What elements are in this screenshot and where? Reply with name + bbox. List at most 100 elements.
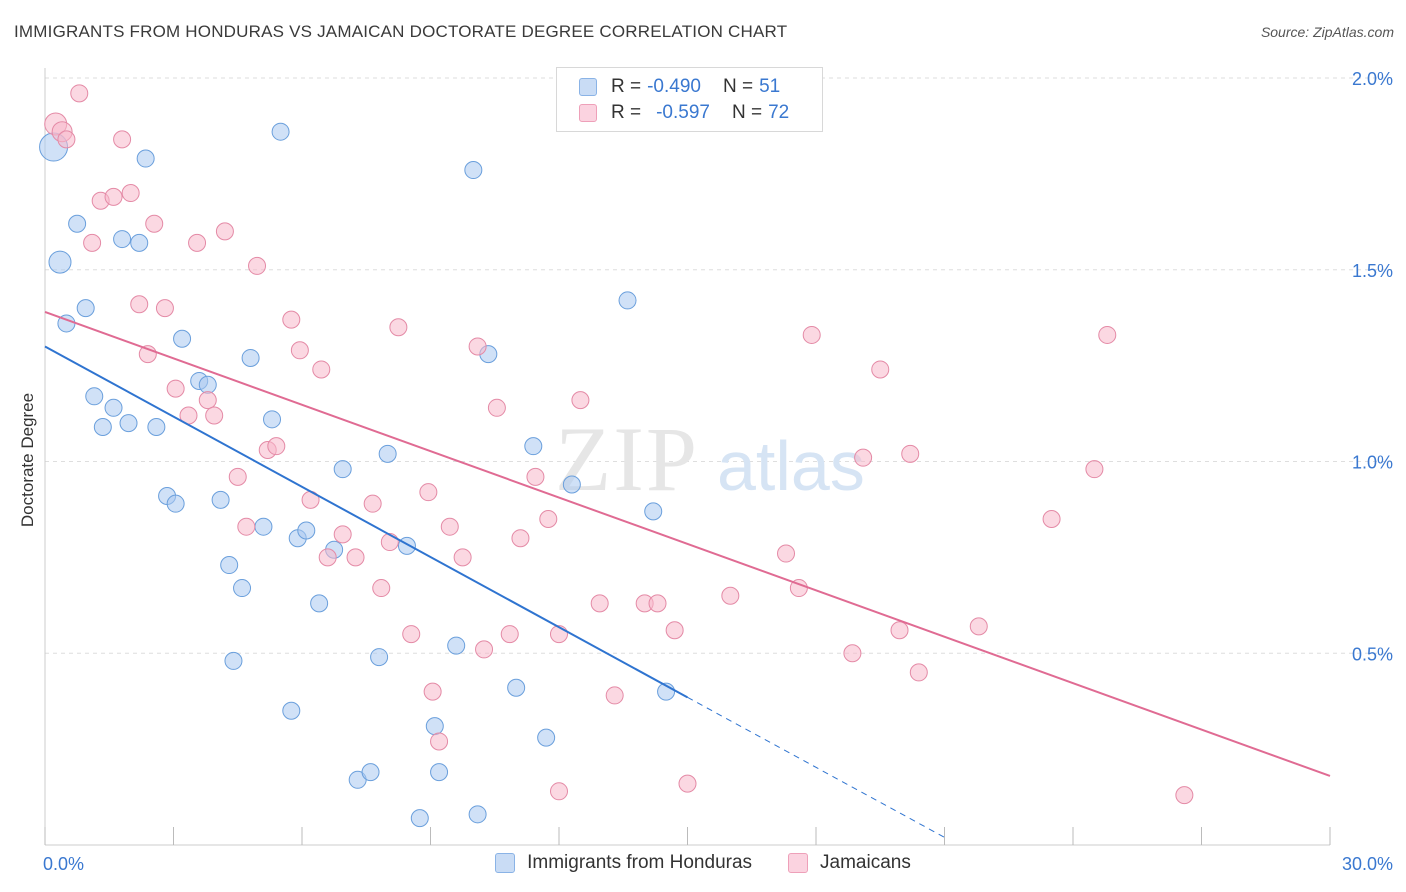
honduras-point xyxy=(524,437,543,456)
jamaican-point xyxy=(854,448,873,467)
source-label: Source: ZipAtlas.com xyxy=(1260,24,1394,40)
legend-r-value: -0.490 xyxy=(647,76,701,97)
series-legend-jamaicans[interactable]: Jamaicans xyxy=(788,852,911,874)
honduras-point xyxy=(333,460,352,479)
jamaican-trendline xyxy=(44,310,1331,777)
honduras-point xyxy=(378,444,397,463)
honduras-point xyxy=(241,348,260,367)
jamaican-point xyxy=(526,467,545,486)
jamaican-point xyxy=(155,299,174,318)
legend-n-label: N = xyxy=(722,76,754,97)
jamaican-point xyxy=(166,379,185,398)
honduras-point xyxy=(147,417,166,436)
honduras-point xyxy=(220,556,239,575)
jamaican-point xyxy=(430,732,449,751)
honduras-point xyxy=(447,636,466,655)
jamaican-point xyxy=(843,644,862,663)
y-tick-label: 1.0% xyxy=(1352,453,1393,473)
jamaican-point xyxy=(402,625,421,644)
legend-swatch-honduras xyxy=(579,78,597,96)
jamaican-point xyxy=(665,621,684,640)
legend-swatch-jamaicans xyxy=(579,104,597,122)
jamaican-point xyxy=(550,782,568,801)
honduras-point xyxy=(468,805,487,824)
legend-row-jamaicans: R = -0.597 N = 72 xyxy=(579,101,789,125)
jamaican-point xyxy=(363,494,382,513)
series-label-jamaicans: Jamaicans xyxy=(820,852,911,873)
honduras-point xyxy=(166,494,185,513)
legend-row-honduras: R = -0.490 N = 51 xyxy=(579,75,780,99)
watermark: ZIP atlas xyxy=(555,408,865,510)
trend-layer xyxy=(44,310,1331,838)
honduras-point xyxy=(48,250,72,274)
honduras-point xyxy=(119,414,138,433)
legend-n-label: N = xyxy=(731,102,763,123)
jamaican-point xyxy=(419,483,438,502)
honduras-point xyxy=(537,728,556,747)
jamaican-point xyxy=(237,517,256,536)
jamaican-point xyxy=(539,510,558,529)
jamaican-point xyxy=(1098,325,1117,344)
jamaican-point xyxy=(969,617,988,636)
series-swatch-honduras xyxy=(495,853,516,873)
honduras-point xyxy=(113,230,132,249)
jamaican-point xyxy=(453,548,472,567)
jamaican-point xyxy=(372,579,391,598)
honduras-point xyxy=(93,417,112,436)
honduras-point xyxy=(211,490,230,509)
legend-r-label: R = xyxy=(611,102,642,123)
jamaican-point xyxy=(871,360,890,379)
honduras-point xyxy=(136,149,155,168)
jamaican-point xyxy=(312,360,331,379)
series-label-honduras: Immigrants from Honduras xyxy=(527,852,753,873)
honduras-point xyxy=(562,475,581,494)
jamaican-point xyxy=(333,525,352,544)
y-tick-label: 1.5% xyxy=(1352,261,1393,281)
honduras-point xyxy=(173,329,192,348)
series-legend-honduras[interactable]: Immigrants from Honduras xyxy=(495,852,752,874)
jamaican-point xyxy=(890,621,909,640)
jamaican-point xyxy=(721,586,740,605)
points-layer xyxy=(39,84,1194,828)
jamaican-point xyxy=(70,84,89,103)
jamaican-point xyxy=(228,467,247,486)
jamaican-point xyxy=(475,640,494,659)
jamaican-point xyxy=(267,437,286,456)
honduras-point xyxy=(297,521,316,540)
grid-layer xyxy=(45,77,1392,654)
legend-n-value: 72 xyxy=(768,102,790,123)
jamaican-point xyxy=(389,318,408,337)
honduras-point xyxy=(430,763,449,782)
jamaican-point xyxy=(777,544,796,563)
legend-r-value: -0.597 xyxy=(656,102,710,123)
series-swatch-jamaicans xyxy=(788,853,809,873)
jamaican-point xyxy=(205,406,224,425)
jamaican-point xyxy=(290,341,309,360)
jamaican-point xyxy=(487,398,506,417)
honduras-point xyxy=(618,291,637,310)
honduras-point xyxy=(224,651,243,670)
jamaican-point xyxy=(145,214,164,233)
jamaican-point xyxy=(909,663,928,682)
honduras-point xyxy=(76,299,95,318)
legend-r-label: R = xyxy=(611,76,642,97)
honduras-point xyxy=(410,809,429,828)
chart-title: IMMIGRANTS FROM HONDURAS VS JAMAICAN DOC… xyxy=(14,22,788,41)
honduras-point xyxy=(85,387,104,406)
jamaican-point xyxy=(188,233,207,252)
jamaican-point xyxy=(423,682,442,701)
y-tick-label: 0.5% xyxy=(1352,644,1393,664)
honduras-point xyxy=(644,502,663,521)
y-tick-label: 2.0% xyxy=(1352,69,1393,89)
jamaican-point xyxy=(678,774,697,793)
jamaican-point xyxy=(248,256,267,275)
honduras-point xyxy=(271,122,290,141)
honduras-point xyxy=(361,763,380,782)
honduras-point xyxy=(310,594,329,613)
jamaican-point xyxy=(318,548,337,567)
watermark-atlas: atlas xyxy=(717,427,865,505)
y-axis-label: Doctorate Degree xyxy=(18,393,37,527)
jamaican-point xyxy=(590,594,609,613)
honduras-point xyxy=(130,233,149,252)
